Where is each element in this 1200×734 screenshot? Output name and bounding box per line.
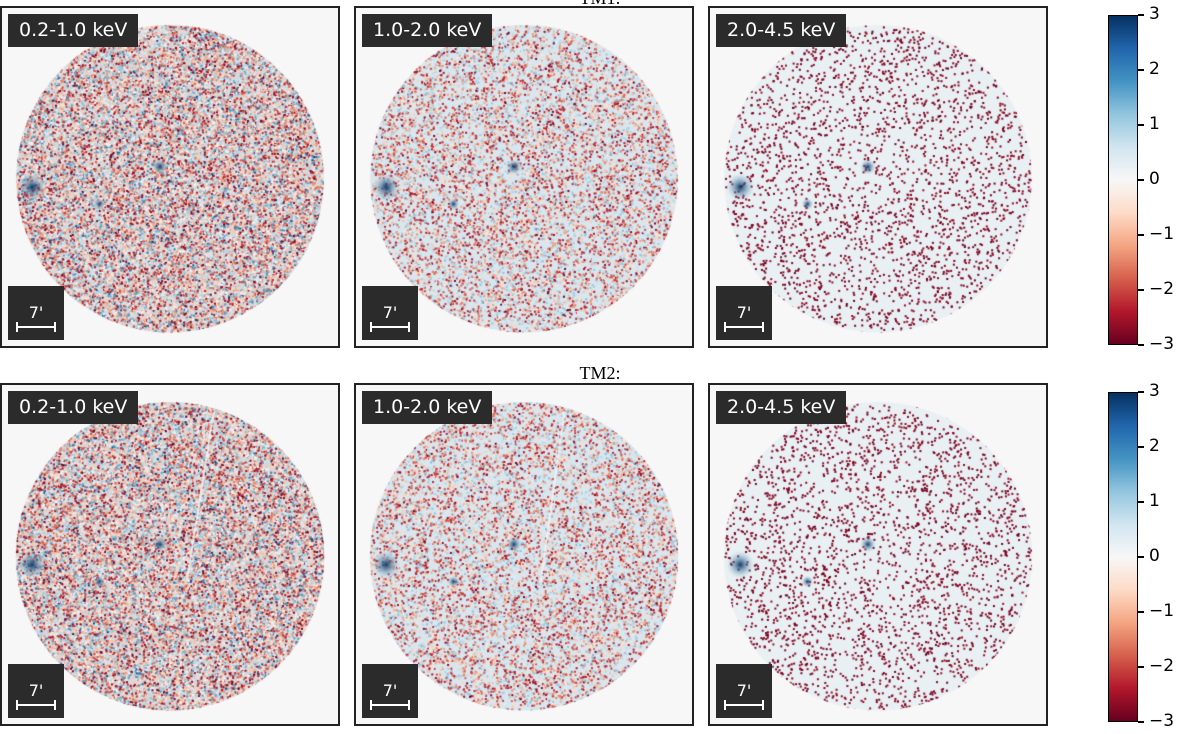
- scale-bar-line: [370, 700, 410, 710]
- colorbar-tick-label: 0: [1149, 546, 1160, 566]
- colorbar-tick-mark: [1138, 666, 1144, 668]
- energy-band-label: 1.0-2.0 keV: [362, 391, 493, 424]
- panel-tm1-hard: 2.0-4.5 keV 7': [708, 6, 1048, 348]
- colorbar-tick-label: 0: [1149, 169, 1160, 189]
- energy-band-label: 2.0-4.5 keV: [716, 14, 847, 47]
- colorbar-tick-mark: [1138, 721, 1144, 723]
- row-title-tm2: TM2:: [579, 363, 621, 383]
- colorbar-tick-mark: [1138, 14, 1144, 16]
- colorbar-tick-label: −2: [1149, 656, 1175, 676]
- scale-bar: 7': [716, 664, 772, 718]
- scale-bar-label: 7': [28, 681, 44, 700]
- colorbar-tick-label: −3: [1149, 711, 1175, 731]
- colorbar-tick-label: 1: [1149, 491, 1160, 511]
- scale-bar-line: [724, 700, 764, 710]
- colorbar-tick-label: −3: [1149, 334, 1175, 354]
- scale-bar: 7': [716, 286, 772, 340]
- colorbar-tick-label: −1: [1149, 224, 1175, 244]
- energy-band-label: 0.2-1.0 keV: [8, 14, 139, 47]
- colorbar-tm2: [1108, 392, 1138, 722]
- colorbar-tm1: [1108, 15, 1138, 345]
- scale-bar-line: [724, 322, 764, 332]
- colorbar-tick-mark: [1138, 344, 1144, 346]
- scale-bar: 7': [8, 664, 64, 718]
- colorbar-tick-mark: [1138, 501, 1144, 503]
- row-title-tm1: TM1:: [0, 0, 1200, 9]
- colorbar-tick-mark: [1138, 69, 1144, 71]
- energy-band-label: 2.0-4.5 keV: [716, 391, 847, 424]
- scale-bar-label: 7': [28, 303, 44, 322]
- colorbar-tick-label: −2: [1149, 279, 1175, 299]
- scale-bar-label: 7': [382, 681, 398, 700]
- panel-tm2-mid: 1.0-2.0 keV 7': [354, 383, 694, 726]
- colorbar-tick-mark: [1138, 611, 1144, 613]
- scale-bar-label: 7': [736, 303, 752, 322]
- colorbar-tick-mark: [1138, 289, 1144, 291]
- panel-tm2-hard: 2.0-4.5 keV 7': [708, 383, 1048, 726]
- energy-band-label: 1.0-2.0 keV: [362, 14, 493, 47]
- colorbar-tick-label: 2: [1149, 436, 1160, 456]
- colorbar-tick-mark: [1138, 234, 1144, 236]
- colorbar-tick-label: 2: [1149, 59, 1160, 79]
- scale-bar: 7': [8, 286, 64, 340]
- scale-bar: 7': [362, 664, 418, 718]
- colorbar-tick-label: 3: [1149, 381, 1160, 401]
- scale-bar-line: [16, 322, 56, 332]
- panel-tm1-soft: 0.2-1.0 keV 7': [0, 6, 340, 348]
- colorbar-tick-mark: [1138, 179, 1144, 181]
- colorbar-tick-label: 1: [1149, 114, 1160, 134]
- energy-band-label: 0.2-1.0 keV: [8, 391, 139, 424]
- panel-tm2-soft: 0.2-1.0 keV 7': [0, 383, 340, 726]
- colorbar-tick-label: 3: [1149, 4, 1160, 24]
- colorbar-tick-mark: [1138, 391, 1144, 393]
- colorbar-tick-mark: [1138, 124, 1144, 126]
- colorbar-tick-mark: [1138, 556, 1144, 558]
- scale-bar-label: 7': [736, 681, 752, 700]
- scale-bar-label: 7': [382, 303, 398, 322]
- colorbar-tick-label: −1: [1149, 601, 1175, 621]
- panel-tm1-mid: 1.0-2.0 keV 7': [354, 6, 694, 348]
- scale-bar-line: [370, 322, 410, 332]
- scale-bar: 7': [362, 286, 418, 340]
- scale-bar-line: [16, 700, 56, 710]
- colorbar-tick-mark: [1138, 446, 1144, 448]
